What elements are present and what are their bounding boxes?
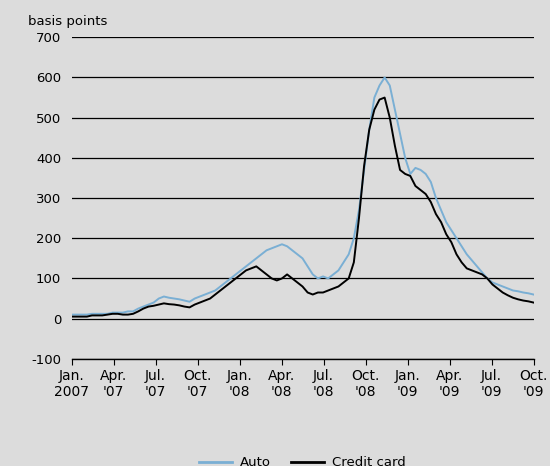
Legend: Auto, Credit card: Auto, Credit card <box>194 451 411 466</box>
Text: basis points: basis points <box>28 14 107 27</box>
